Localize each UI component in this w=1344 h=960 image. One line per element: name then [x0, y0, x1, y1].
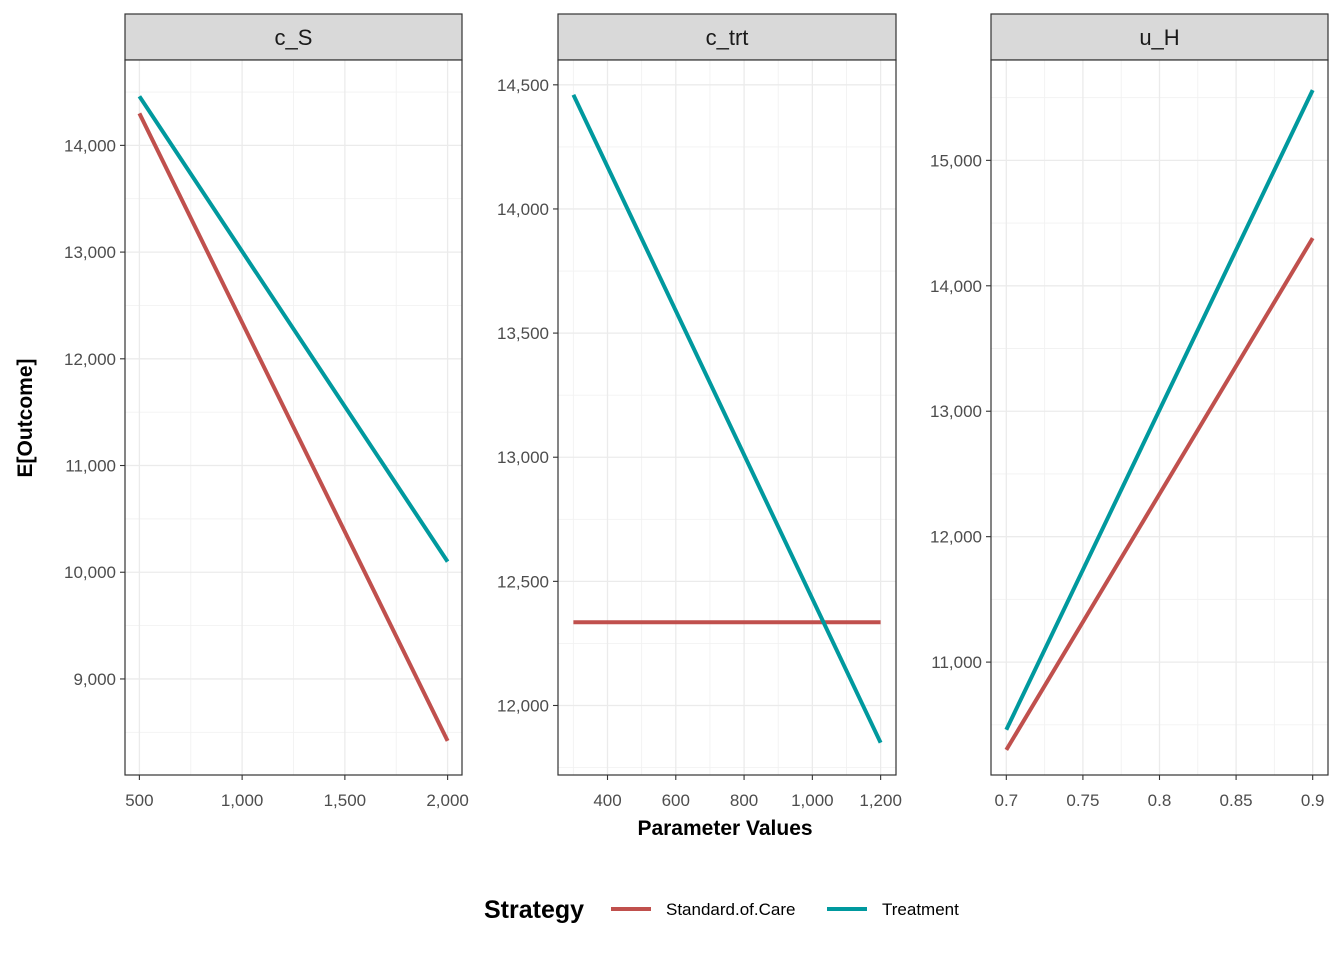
y-tick-label: 14,000: [930, 277, 982, 296]
series-line-standard-of-care: [137, 112, 450, 742]
x-tick-label: 1,200: [859, 791, 902, 810]
x-tick-label: 500: [125, 791, 153, 810]
legend-title: Strategy: [484, 896, 584, 924]
x-tick-label: 0.7: [994, 791, 1018, 810]
series-line-standard-of-care: [1004, 237, 1315, 751]
x-tick-label: 0.75: [1066, 791, 1099, 810]
x-tick-label: 2,000: [426, 791, 469, 810]
facet-panel-u-h: u_H 0.7 0.75 0.8 0.85 0.9 11,000 12,000 13,000 14…: [930, 13, 1329, 810]
y-tick-label: 12,000: [497, 696, 549, 715]
y-tick-label: 13,500: [497, 324, 549, 343]
x-tick-label: 1,500: [324, 791, 367, 810]
x-tick-label: 400: [593, 791, 621, 810]
y-tick-label: 11,000: [931, 653, 982, 672]
y-tick-label: 14,000: [497, 200, 549, 219]
x-tick-label: 600: [662, 791, 690, 810]
x-tick-label: 800: [730, 791, 758, 810]
y-tick-label: 12,500: [497, 572, 549, 591]
legend: Strategy Standard.of.Care Treatment: [484, 896, 959, 924]
x-tick-label: 0.9: [1301, 791, 1325, 810]
series-line-treatment: [137, 95, 450, 563]
y-tick-label: 12,000: [930, 528, 982, 547]
y-axis-title: E[Outcome]: [14, 358, 37, 477]
series-line-treatment: [571, 93, 883, 744]
panel-border: [557, 59, 897, 776]
x-tick-label: 0.8: [1148, 791, 1172, 810]
y-tick-label: 13,000: [64, 243, 116, 262]
x-axis-title: Parameter Values: [637, 817, 812, 840]
x-tick-label: 0.85: [1220, 791, 1253, 810]
facet-strip-label: u_H: [1139, 25, 1179, 50]
panel-border: [124, 59, 463, 776]
y-tick-label: 14,500: [497, 76, 549, 95]
y-tick-label: 13,000: [930, 402, 982, 421]
facet-strip-label: c_trt: [706, 25, 749, 50]
legend-label-treatment: Treatment: [882, 900, 959, 919]
y-tick-label: 15,000: [930, 151, 982, 170]
y-tick-label: 10,000: [64, 563, 116, 582]
facet-panel-c-trt: c_trt 400 600 800 1,000 1,200 12,000 12,500 13,0…: [497, 13, 902, 810]
series-line-treatment: [1004, 89, 1315, 731]
y-tick-label: 12,000: [64, 350, 116, 369]
legend-label-standard-of-care: Standard.of.Care: [666, 900, 795, 919]
x-tick-label: 1,000: [221, 791, 264, 810]
facet-panels: c_S 500 1,000 1,500 2,000 9,000 10,000 11,000 12…: [64, 13, 1329, 810]
y-tick-label: 13,000: [497, 448, 549, 467]
facet-strip: [990, 13, 1329, 61]
x-tick-label: 1,000: [791, 791, 834, 810]
facet-strip-label: c_S: [275, 25, 313, 50]
facet-panel-c-s: c_S 500 1,000 1,500 2,000 9,000 10,000 11,000 12…: [64, 13, 469, 810]
y-tick-label: 11,000: [65, 457, 116, 476]
facet-strip: [124, 13, 463, 61]
y-tick-label: 14,000: [64, 136, 116, 155]
y-tick-label: 9,000: [73, 670, 116, 689]
